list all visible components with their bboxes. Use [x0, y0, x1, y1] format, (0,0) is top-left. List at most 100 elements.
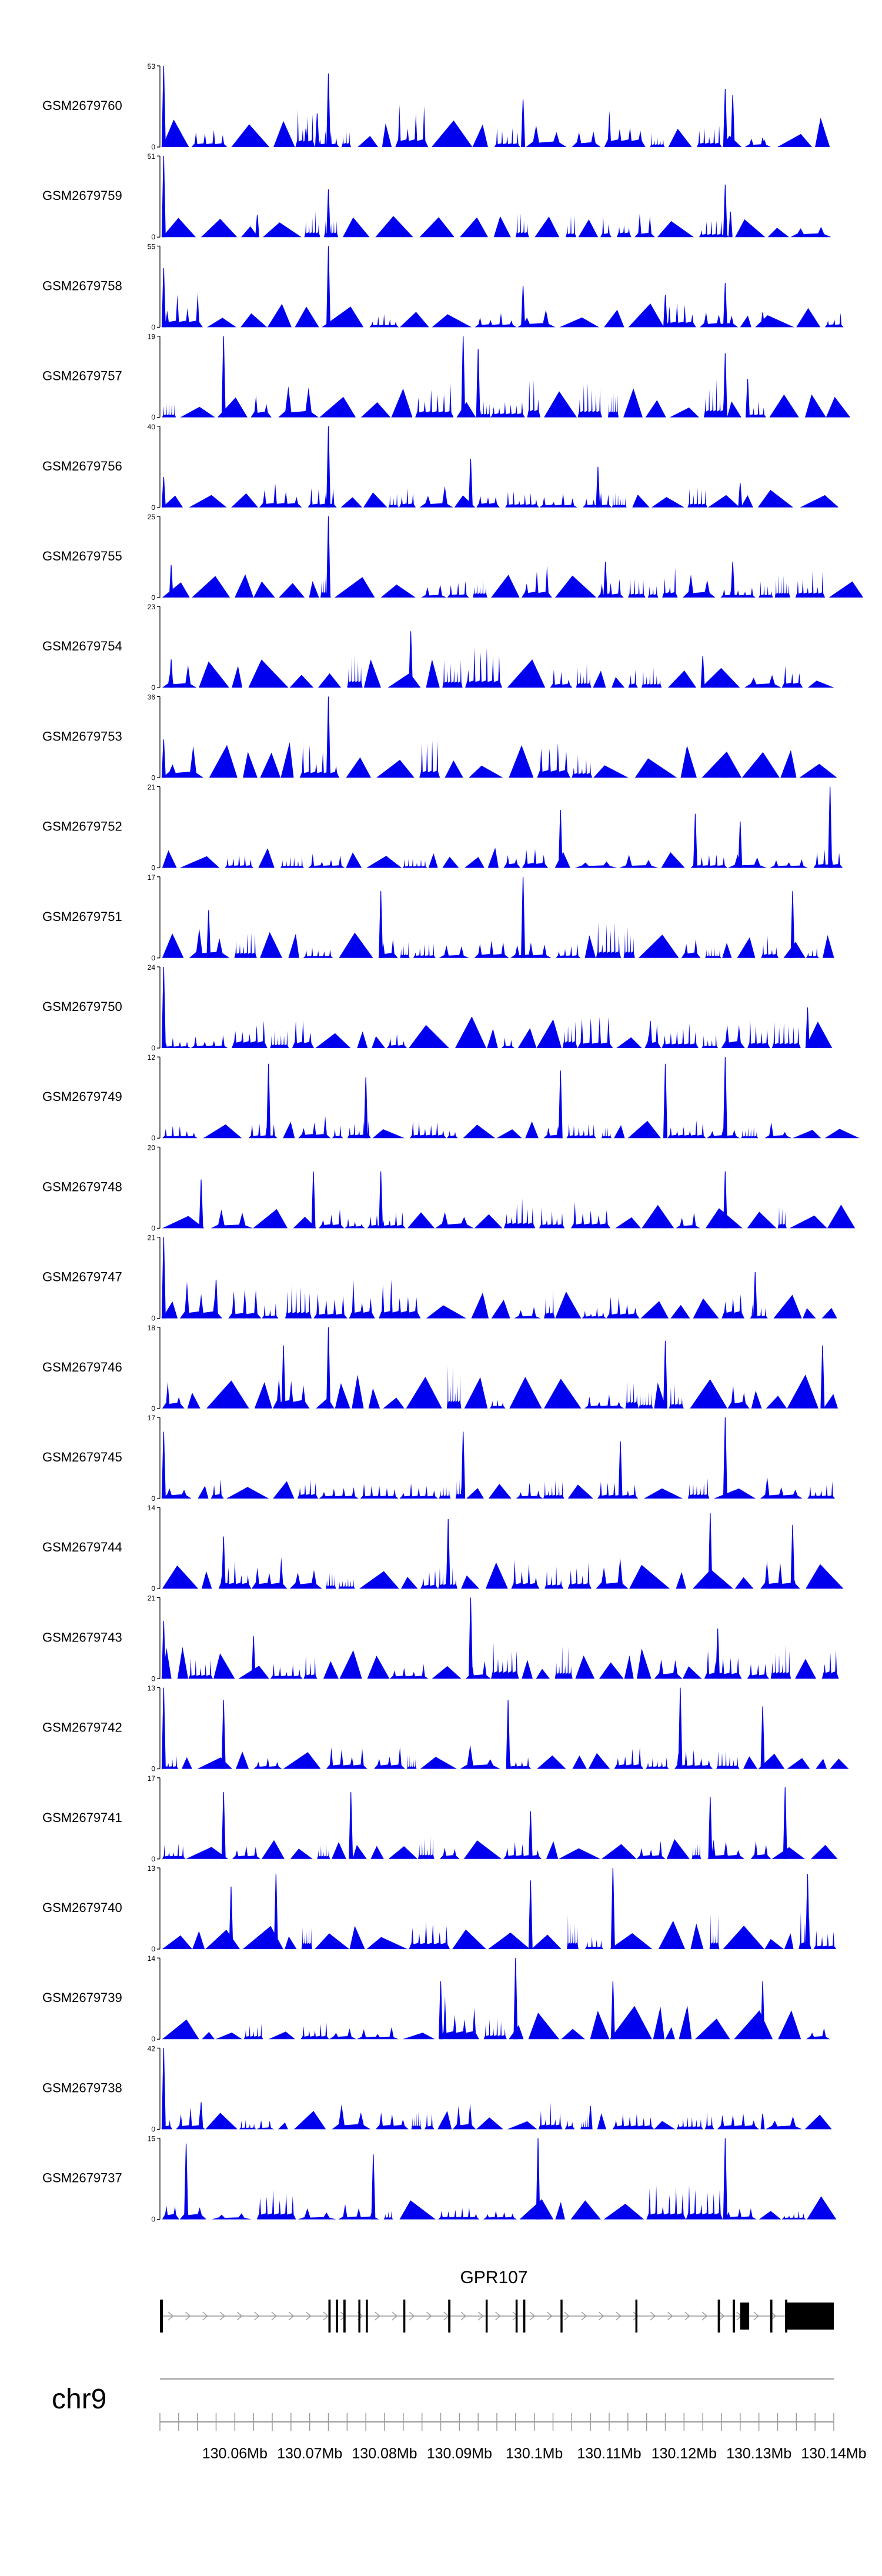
- strand-arrow: [375, 2311, 380, 2321]
- strand-arrow: [323, 2311, 329, 2321]
- coverage-peak: [363, 1077, 368, 1139]
- track-label: GSM2679759: [42, 188, 122, 203]
- track-GSM2679751: GSM2679751 17 0: [42, 873, 834, 962]
- coverage-peak: [326, 246, 330, 328]
- strand-arrow: [719, 2311, 725, 2321]
- track-GSM2679760: GSM2679760 53 0: [42, 62, 830, 151]
- coverage-peak: [723, 1417, 727, 1499]
- chromosome-axis: chr9 130.06Mb 130.07Mb 130.08Mb 130.09Mb 130.…: [52, 2378, 867, 2462]
- axis-tick-label: 130.13Mb: [726, 2445, 791, 2462]
- coverage-peak: [379, 891, 383, 958]
- coverage-peak: [618, 1441, 623, 1499]
- coverage-peak: [221, 336, 226, 418]
- y-min-label: 0: [151, 233, 155, 241]
- track-GSM2679742: GSM2679742 13 0: [42, 1684, 849, 1773]
- coverage-peak: [251, 1636, 256, 1679]
- coverage-peak: [663, 295, 667, 328]
- coverage-peak: [199, 1179, 203, 1229]
- y-max-label: 21: [148, 1234, 156, 1242]
- exon: [366, 2300, 368, 2333]
- coverage-peak: [161, 967, 166, 1048]
- coverage-area: [162, 1557, 844, 1589]
- coverage-area: [162, 1913, 837, 1949]
- track-GSM2679755: GSM2679755 25 0: [42, 513, 864, 602]
- coverage-peak: [738, 821, 743, 868]
- track-GSM2679759: GSM2679759 51 0: [42, 152, 831, 241]
- y-max-label: 17: [148, 1774, 156, 1783]
- coverage-peak: [588, 2105, 593, 2130]
- coverage-peak: [723, 184, 727, 238]
- track-label: GSM2679742: [42, 1720, 122, 1735]
- coverage-peak: [161, 739, 166, 778]
- exon: [560, 2300, 563, 2333]
- coverage-peak: [790, 891, 795, 958]
- coverage-peak: [161, 1432, 166, 1499]
- coverage-area: [162, 922, 834, 958]
- y-max-label: 55: [148, 242, 156, 251]
- track-label: GSM2679756: [42, 459, 122, 473]
- track-label: GSM2679751: [42, 909, 122, 924]
- strand-arrow: [426, 2311, 432, 2321]
- coverage-peak: [648, 1021, 653, 1048]
- axis-tick-label: 130.11Mb: [577, 2445, 641, 2462]
- coverage-peak: [521, 286, 526, 328]
- coverage-peak: [760, 2114, 765, 2130]
- strand-arrow: [667, 2311, 673, 2321]
- coverage-area: [162, 379, 851, 418]
- axis-tick-label: 130.1Mb: [506, 2445, 563, 2462]
- strand-arrow: [305, 2311, 312, 2321]
- coverage-peak: [266, 1063, 271, 1139]
- track-GSM2679744: GSM2679744 14 0: [42, 1504, 844, 1593]
- track-label: GSM2679740: [42, 1900, 122, 1915]
- strand-arrow: [684, 2311, 690, 2321]
- y-max-label: 17: [148, 873, 156, 882]
- track-label: GSM2679748: [42, 1179, 122, 1194]
- strand-arrow: [460, 2311, 467, 2321]
- strand-arrow: [701, 2311, 708, 2321]
- exon: [733, 2300, 735, 2333]
- exon: [717, 2300, 720, 2333]
- strand-arrow: [581, 2311, 587, 2321]
- y-min-label: 0: [151, 1584, 155, 1593]
- exon: [740, 2303, 750, 2330]
- coverage-peak: [723, 1057, 727, 1139]
- coverage-peak: [439, 1981, 443, 2040]
- coverage-peak: [730, 95, 735, 147]
- y-max-label: 17: [148, 1414, 156, 1422]
- strand-arrow: [236, 2311, 243, 2321]
- coverage-peak: [723, 757, 727, 778]
- coverage-peak: [161, 1687, 166, 1769]
- track-label: GSM2679738: [42, 2080, 122, 2095]
- coverage-peak: [558, 1070, 563, 1139]
- coverage-peak: [371, 2154, 376, 2220]
- y-min-label: 0: [151, 2125, 155, 2133]
- y-min-label: 0: [151, 1855, 155, 1863]
- coverage-peak: [708, 1797, 713, 1859]
- gene-name: GPR107: [460, 2268, 527, 2287]
- y-min-label: 0: [151, 593, 155, 602]
- exon: [403, 2300, 406, 2333]
- coverage-area: [162, 565, 864, 598]
- y-max-label: 12: [148, 1053, 156, 1062]
- coverage-peak: [221, 1700, 226, 1769]
- track-label: GSM2679747: [42, 1270, 122, 1284]
- coverage-area: [162, 740, 837, 778]
- coverage-peak: [746, 379, 750, 418]
- track-GSM2679743: GSM2679743 21 0: [42, 1594, 839, 1683]
- strand-arrow: [392, 2311, 397, 2321]
- track-label: GSM2679760: [42, 98, 122, 113]
- coverage-peak: [326, 516, 330, 598]
- strand-arrow: [271, 2311, 277, 2321]
- track-label: GSM2679745: [42, 1450, 122, 1464]
- y-min-label: 0: [151, 2035, 155, 2043]
- strand-arrow: [288, 2311, 295, 2321]
- coverage-area: [162, 1744, 849, 1769]
- y-max-label: 13: [148, 1684, 156, 1693]
- exon: [515, 2300, 518, 2333]
- y-max-label: 42: [148, 2044, 156, 2053]
- coverage-peak: [521, 757, 526, 778]
- track-label: GSM2679749: [42, 1089, 122, 1104]
- coverage-peak: [610, 1981, 615, 2040]
- strand-arrow: [219, 2311, 226, 2321]
- track-GSM2679749: GSM2679749 12 0: [42, 1053, 860, 1142]
